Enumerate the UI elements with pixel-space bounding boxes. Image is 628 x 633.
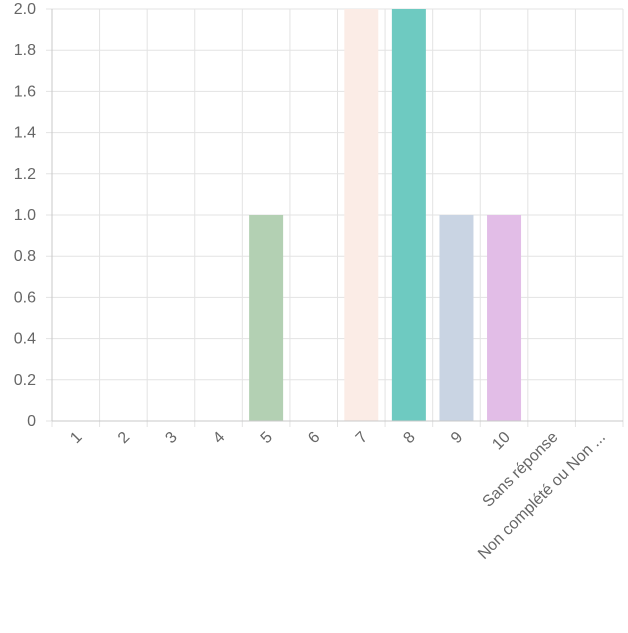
x-tick-label: 6 — [305, 429, 323, 447]
x-tick-label: 10 — [489, 429, 514, 454]
bar-10[interactable] — [487, 215, 522, 421]
y-tick-labels: 0 0.2 0.4 0.6 0.8 1.0 1.2 1.4 1.6 1.8 2.0 — [14, 1, 36, 430]
y-tick-label: 1.0 — [14, 207, 36, 224]
y-tick-label: 2.0 — [14, 1, 36, 18]
x-tick-label: 3 — [162, 429, 180, 447]
x-tick-label: 4 — [210, 429, 228, 447]
bar-8[interactable] — [391, 9, 426, 421]
y-tick-label: 1.2 — [14, 166, 36, 183]
axes — [51, 9, 623, 422]
bar-5[interactable] — [249, 215, 284, 421]
y-tick-label: 0.8 — [14, 248, 36, 265]
y-tick-label: 0.4 — [14, 331, 36, 348]
y-tick-label: 1.6 — [14, 83, 36, 100]
y-tick-label: 1.8 — [14, 42, 36, 59]
x-tick-label: 5 — [258, 429, 276, 447]
x-tick-label: 8 — [400, 429, 418, 447]
y-tick-label: 1.4 — [14, 125, 36, 142]
bar-7[interactable] — [344, 9, 379, 421]
x-tick-label: 9 — [448, 429, 466, 447]
y-tick-label: 0.6 — [14, 289, 36, 306]
x-tick-label: 2 — [115, 429, 133, 447]
grid-lines — [46, 8, 624, 427]
y-tick-label: 0 — [27, 413, 36, 430]
bar-9[interactable] — [439, 215, 474, 421]
y-tick-label: 0.2 — [14, 372, 36, 389]
x-tick-label: 1 — [67, 429, 85, 447]
x-tick-label: 7 — [353, 429, 371, 447]
bars — [249, 9, 522, 421]
